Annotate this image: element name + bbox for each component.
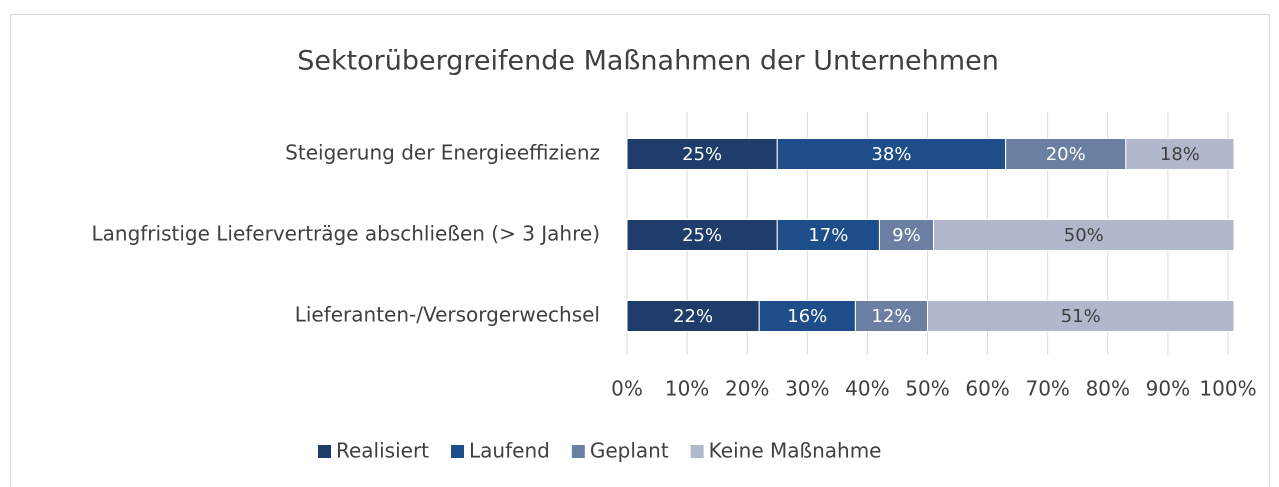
data-label: 25% [682, 225, 722, 246]
bar-segment [933, 219, 1235, 251]
x-tick-label: 0% [611, 377, 643, 401]
bar-segment [1125, 138, 1235, 170]
bar-segment [626, 138, 778, 170]
legend-label: Laufend [469, 439, 550, 463]
legend-swatch [690, 445, 704, 458]
data-label: 18% [1160, 144, 1200, 165]
data-label: 50% [1064, 225, 1104, 246]
bar-segment [776, 219, 880, 251]
x-tick-label: 70% [1025, 377, 1069, 401]
data-label: 9% [892, 225, 921, 246]
data-label: 17% [808, 225, 848, 246]
legend-swatch [451, 445, 465, 458]
x-tick-label: 20% [725, 377, 769, 401]
bar-segment [626, 219, 778, 251]
data-label: 25% [682, 144, 722, 165]
bar-segment [927, 300, 1235, 332]
x-tick-label: 30% [785, 377, 829, 401]
x-tick-label: 90% [1146, 377, 1190, 401]
bar-segment [1005, 138, 1127, 170]
x-tick-label: 10% [665, 377, 709, 401]
bar-segment [626, 300, 760, 332]
data-label: 16% [787, 306, 827, 327]
legend-swatch [571, 445, 585, 458]
legend-label: Geplant [590, 439, 669, 463]
x-tick-label: 100% [1199, 377, 1256, 401]
x-tick-label: 80% [1086, 377, 1130, 401]
bar-segment [854, 300, 929, 332]
category-label: Langfristige Lieferverträge abschließen … [92, 222, 601, 246]
data-label: 12% [871, 306, 911, 327]
legend-label: Keine Maßnahme [709, 439, 882, 463]
data-label: 22% [673, 306, 713, 327]
x-tick-label: 60% [965, 377, 1009, 401]
x-tick-label: 40% [845, 377, 889, 401]
x-tick-label: 50% [905, 377, 949, 401]
category-label: Steigerung der Energieeffizienz [285, 141, 600, 165]
data-label: 20% [1046, 144, 1086, 165]
legend-swatch [318, 445, 331, 458]
chart-title: Sektorübergreifende Maßnahmen der Untern… [297, 46, 999, 77]
legend-label: Realisiert [336, 439, 429, 463]
bar-segment [878, 219, 935, 251]
category-label: Lieferanten-/Versorgerwechsel [295, 303, 600, 327]
data-label: 38% [871, 144, 911, 165]
data-label: 51% [1061, 306, 1101, 327]
